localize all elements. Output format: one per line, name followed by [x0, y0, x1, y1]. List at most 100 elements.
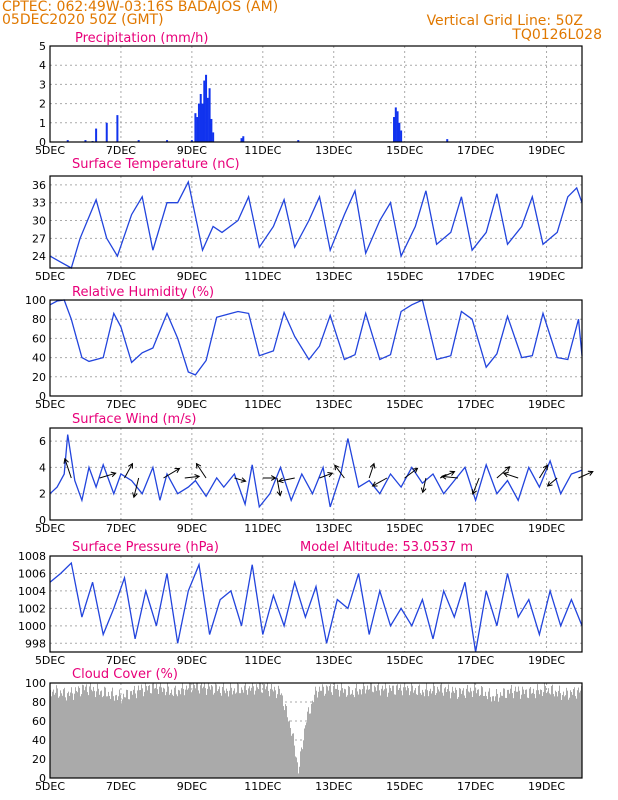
cloud-bar — [521, 694, 522, 778]
cloud-bar — [99, 694, 100, 778]
cloud-bar — [347, 695, 348, 778]
wind-arrow — [503, 472, 519, 479]
cloud-bar — [558, 690, 559, 778]
wind-arrow — [404, 467, 418, 479]
cloud-bar — [364, 686, 365, 778]
cloud-bar — [156, 683, 157, 778]
precip-bar — [242, 136, 245, 142]
cloud-bar — [366, 689, 367, 778]
cloud-bar — [174, 687, 175, 778]
cloud-bar — [170, 692, 171, 778]
cloud-bar — [232, 694, 233, 778]
x-tick-label: 19DEC — [528, 654, 565, 667]
cloud-bar — [126, 689, 127, 778]
cloud-bar — [457, 698, 458, 778]
cloud-bar — [401, 690, 402, 778]
cloud-bar — [437, 686, 438, 778]
cloud-bar — [525, 689, 526, 778]
cloud-bar — [574, 687, 575, 778]
cloud-bar — [456, 689, 457, 778]
cloud-bar — [310, 713, 311, 778]
cloud-bar — [446, 692, 447, 778]
cloud-bar — [94, 690, 95, 778]
cloud-bar — [140, 690, 141, 778]
x-tick-label: 5DEC — [35, 270, 65, 283]
cloud-bar — [509, 693, 510, 778]
x-tick-label: 9DEC — [177, 522, 207, 535]
cloud-bar — [86, 684, 87, 778]
cloud-bar — [78, 686, 79, 778]
wind-arrow-head — [542, 464, 548, 471]
cloud-bar — [464, 695, 465, 778]
cloud-bar — [517, 691, 518, 778]
x-tick-label: 17DEC — [457, 270, 494, 283]
cloud-bar — [442, 692, 443, 778]
cloud-bar — [349, 686, 350, 778]
x-tick-label: 11DEC — [244, 522, 281, 535]
precip-bar — [394, 107, 397, 142]
cloud-bar — [559, 685, 560, 778]
cloud-bar — [539, 694, 540, 778]
cloud-bar — [374, 685, 375, 778]
x-tick-label: 19DEC — [528, 144, 565, 157]
x-tick-label: 11DEC — [244, 398, 281, 411]
cloud-bar — [352, 690, 353, 778]
cloud-bar — [564, 696, 565, 778]
cloud-bar — [384, 689, 385, 778]
cloud-bar — [322, 684, 323, 778]
cloud-bar — [448, 684, 449, 778]
x-tick-label: 19DEC — [528, 270, 565, 283]
cloud-bar — [526, 689, 527, 778]
x-tick-label: 15DEC — [386, 270, 423, 283]
wind-arrow — [334, 464, 345, 479]
cloud-bar — [173, 696, 174, 778]
cloud-bar — [248, 688, 249, 778]
cloud-bar — [463, 688, 464, 778]
wind-arrow — [133, 477, 140, 498]
cloud-bar — [498, 701, 499, 778]
cloud-bar — [327, 686, 328, 778]
cloud-bar — [294, 745, 295, 778]
panel-title: Surface Temperature (nC) — [72, 157, 240, 172]
wind-arrow — [578, 471, 594, 479]
y-tick-label: 100 — [25, 677, 46, 690]
x-tick-label: 19DEC — [528, 780, 565, 793]
y-tick-label: 60 — [32, 332, 46, 345]
cloud-bar — [157, 689, 158, 778]
cloud-bar — [66, 700, 67, 778]
wind-arrow-head — [127, 462, 133, 469]
cloud-bar — [70, 692, 71, 778]
panel-frame — [49, 299, 583, 397]
x-tick-label: 9DEC — [177, 398, 207, 411]
cloud-bar — [411, 683, 412, 778]
panel-title: Relative Humidity (%) — [72, 285, 214, 300]
cloud-bar — [422, 689, 423, 778]
cloud-bar — [81, 694, 82, 778]
cloud-bar — [127, 689, 128, 778]
cloud-bar — [383, 690, 384, 778]
y-tick-label: 2 — [39, 98, 46, 111]
cloud-bar — [579, 692, 580, 778]
wind-arrow-head — [334, 464, 340, 471]
cloud-bar — [355, 688, 356, 778]
cloud-bar — [386, 688, 387, 778]
cloud-bar — [264, 683, 265, 778]
cloud-bar — [226, 688, 227, 778]
precip-bar — [205, 74, 208, 142]
cloud-bar — [477, 689, 478, 778]
panel-title: Surface Wind (m/s) — [72, 412, 196, 427]
cloud-bar — [238, 684, 239, 778]
cloud-bar — [484, 695, 485, 778]
cloud-bar — [313, 702, 314, 778]
cloud-bar — [361, 694, 362, 778]
cloud-bar — [350, 694, 351, 778]
cloud-bar — [421, 694, 422, 778]
panel-1: 24 27 30 33 36 5DEC 7DEC 9DEC 11DEC 13DEC 15DEC 17D… — [32, 157, 583, 283]
cloud-bar — [333, 686, 334, 778]
x-tick-label: 13DEC — [315, 144, 352, 157]
cloud-bar — [118, 696, 119, 778]
cloud-bar — [391, 690, 392, 778]
cloud-bar — [134, 685, 135, 778]
cloud-bar — [345, 689, 346, 778]
cloud-bar — [278, 685, 279, 778]
